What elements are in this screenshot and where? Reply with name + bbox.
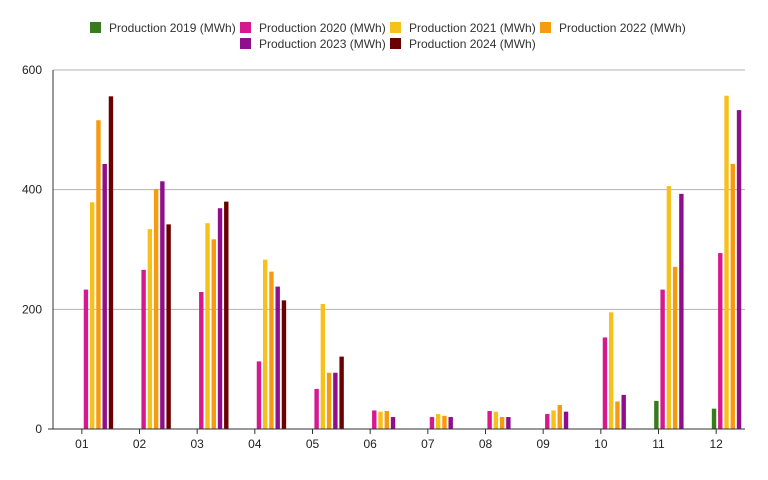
legend-swatch [390, 38, 401, 49]
axes: 0 200 400 600 01 02 03 04 05 06 07 08 09 10 11 12 [22, 63, 745, 451]
bar [679, 193, 684, 429]
bar [141, 269, 146, 429]
x-tick-label: 05 [306, 437, 320, 451]
x-tick-label: 07 [421, 437, 435, 451]
bars [83, 95, 742, 430]
bar [545, 414, 550, 429]
bar [153, 189, 159, 429]
bar [224, 201, 229, 429]
x-tick-label: 03 [190, 437, 204, 451]
x-tick-label: 10 [594, 437, 608, 451]
bar [672, 266, 678, 429]
bar [326, 372, 332, 429]
bar [711, 408, 717, 429]
bar [487, 411, 492, 429]
legend-item[interactable]: Production 2023 (MWh) [240, 37, 386, 51]
bar [205, 223, 210, 429]
bar [83, 289, 89, 429]
legend-item[interactable]: Production 2021 (MWh) [390, 21, 536, 35]
bar [736, 110, 742, 430]
legend-label: Production 2020 (MWh) [259, 21, 386, 35]
x-tick-label: 09 [536, 437, 550, 451]
legend-item[interactable]: Production 2019 (MWh) [90, 21, 236, 35]
legend-swatch [90, 22, 101, 33]
bar [499, 417, 505, 429]
bar [217, 208, 223, 429]
bar [724, 95, 729, 429]
bar [339, 356, 344, 429]
legend-label: Production 2023 (MWh) [259, 37, 386, 51]
legend: Production 2019 (MWh) Production 2020 (MW… [90, 21, 686, 51]
y-tick-label: 200 [22, 302, 42, 316]
bar [269, 271, 274, 429]
bar [211, 239, 216, 429]
x-tick-label: 04 [248, 437, 262, 451]
x-tick-label: 12 [709, 437, 723, 451]
bar [551, 410, 556, 429]
bar [563, 411, 569, 429]
y-tick-label: 0 [35, 422, 42, 436]
bar [384, 411, 389, 429]
bar [102, 163, 107, 429]
bar [621, 394, 626, 429]
bar [493, 411, 499, 429]
bar [199, 291, 204, 429]
x-tick-label: 08 [479, 437, 493, 451]
bar [160, 181, 165, 429]
x-tick-label: 01 [75, 437, 89, 451]
bar [666, 186, 672, 429]
bar [256, 361, 262, 429]
legend-item[interactable]: Production 2024 (MWh) [390, 37, 536, 51]
bar [320, 303, 326, 429]
legend-item[interactable]: Production 2022 (MWh) [540, 21, 686, 35]
bar [263, 259, 268, 429]
bar [557, 405, 562, 429]
bar [448, 417, 453, 429]
bar [506, 417, 511, 429]
bar [730, 163, 735, 429]
bar [429, 417, 435, 429]
bar [718, 253, 723, 429]
legend-swatch [240, 38, 251, 49]
legend-label: Production 2022 (MWh) [559, 21, 686, 35]
legend-label: Production 2019 (MWh) [109, 21, 236, 35]
legend-swatch [390, 22, 401, 33]
x-tick-label: 02 [133, 437, 147, 451]
bar [442, 415, 447, 429]
legend-label: Production 2021 (MWh) [409, 21, 536, 35]
legend-swatch [240, 22, 251, 33]
bar [90, 202, 95, 429]
bar [436, 414, 441, 429]
x-tick-label: 11 [652, 437, 665, 451]
bar [314, 388, 319, 429]
bar [660, 289, 665, 429]
bar [108, 96, 114, 430]
bar [378, 411, 383, 429]
bar [609, 312, 614, 429]
bar [654, 400, 659, 429]
legend-swatch [540, 22, 551, 33]
bar [390, 417, 396, 429]
bar [147, 229, 153, 429]
legend-item[interactable]: Production 2020 (MWh) [240, 21, 386, 35]
bar [372, 410, 377, 429]
y-tick-label: 600 [22, 63, 42, 77]
bar [281, 300, 287, 429]
legend-label: Production 2024 (MWh) [409, 37, 536, 51]
bar [333, 372, 338, 429]
bar [602, 337, 608, 429]
bar [166, 224, 171, 429]
y-tick-label: 400 [22, 183, 42, 197]
bar [615, 401, 620, 429]
x-tick-label: 06 [363, 437, 377, 451]
bar [96, 120, 101, 429]
bar [275, 286, 280, 429]
